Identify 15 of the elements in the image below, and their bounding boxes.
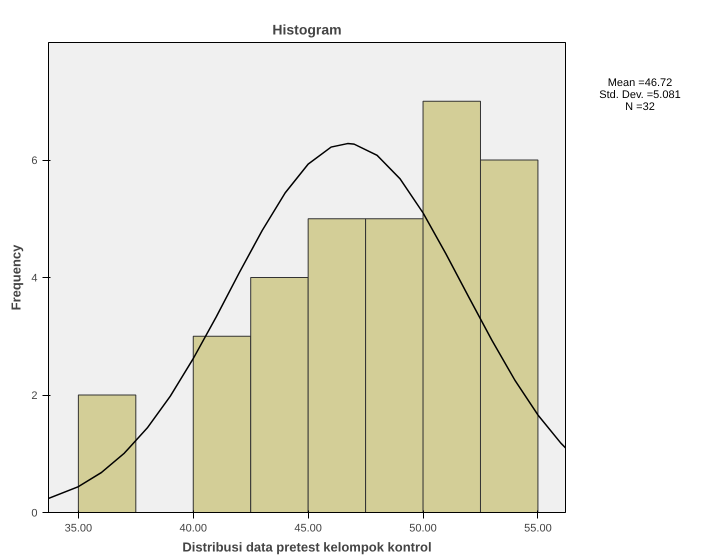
y-tick-label: 4 — [31, 272, 38, 284]
y-tick-label: 0 — [31, 508, 38, 520]
y-tick-label: 6 — [31, 155, 38, 167]
x-tick-label: 50.00 — [409, 522, 437, 534]
x-tick-label: 55.00 — [524, 522, 552, 534]
x-tick-label: 45.00 — [294, 522, 322, 534]
chart-title: Histogram — [272, 22, 342, 38]
text: Mean =46.72 — [606, 77, 674, 89]
x-axis-title: Distribusi data pretest kelompok kontrol — [182, 540, 432, 554]
text: Std. Dev. =5.081 — [598, 89, 682, 101]
text: N =32 — [624, 101, 656, 113]
x-tick-label: 40.00 — [179, 522, 208, 534]
y-axis-title: Frequency — [8, 244, 24, 310]
x-tick-label: 35.00 — [64, 522, 92, 534]
y-tick-label: 2 — [31, 390, 38, 402]
